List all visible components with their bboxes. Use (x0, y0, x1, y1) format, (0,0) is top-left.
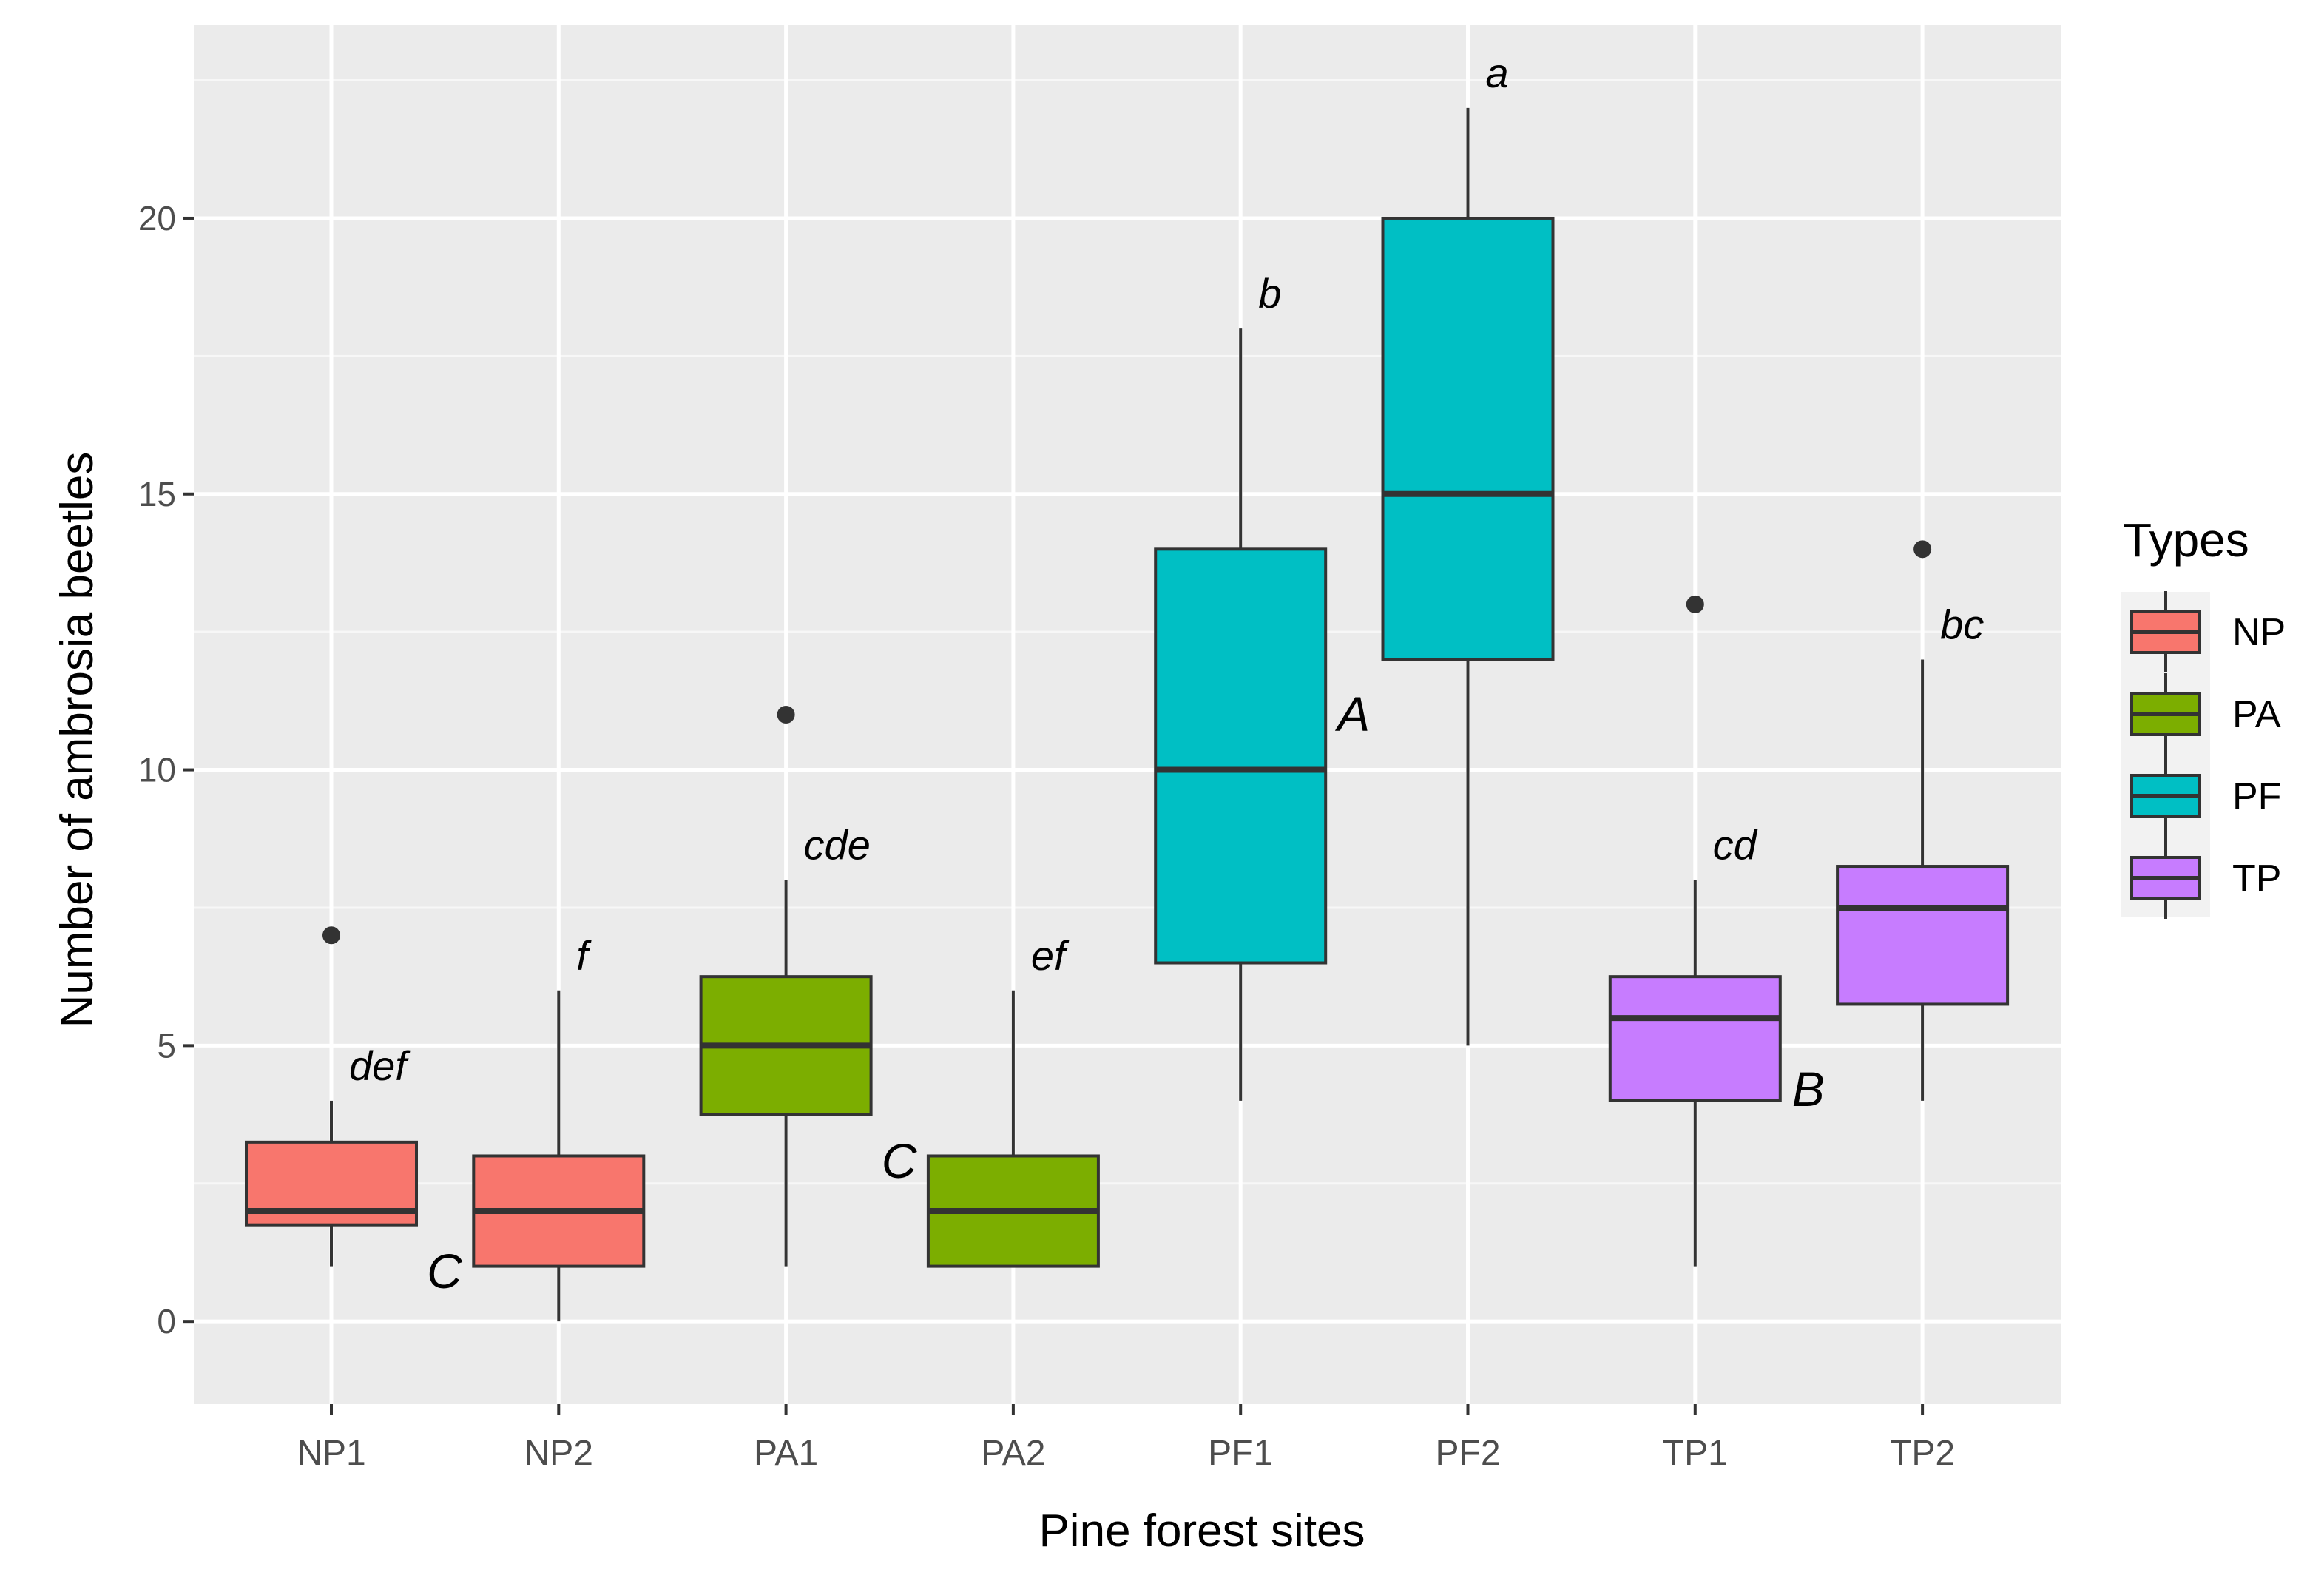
y-tick-label: 5 (157, 1026, 176, 1065)
significance-letter: bc (1940, 601, 1984, 647)
outlier-point (1913, 540, 1932, 559)
group-letter: C (882, 1133, 918, 1188)
group-letter: A (1334, 687, 1370, 741)
box-body (1836, 865, 2010, 1006)
box-np2 (472, 990, 646, 1322)
box-pa1 (699, 706, 873, 1267)
group-letter: B (1792, 1062, 1825, 1116)
box-series (245, 107, 2010, 1322)
significance-letter: ef (1031, 932, 1070, 979)
box-tp1 (1608, 595, 1782, 1267)
legend-label: PF (2232, 775, 2281, 818)
box-pf2 (1381, 107, 1555, 1046)
legend-key-pa (2130, 673, 2201, 755)
box-body (1154, 547, 1328, 965)
legend-key-tp (2130, 837, 2201, 919)
legend-label: NP (2232, 611, 2286, 654)
box-pa2 (926, 990, 1100, 1268)
significance-letter: def (349, 1042, 411, 1089)
group-letter: C (427, 1244, 463, 1298)
box-tp2 (1836, 540, 2010, 1101)
x-tick-label: PA2 (981, 1434, 1045, 1473)
y-tick-label: 0 (157, 1302, 176, 1341)
x-tick-label: PF2 (1435, 1434, 1500, 1473)
x-axis-title: Pine forest sites (1038, 1505, 1365, 1557)
outlier-point (777, 706, 795, 724)
y-axis: 0 5 10 15 20 (138, 199, 194, 1341)
legend-label: PA (2232, 693, 2281, 736)
x-axis: NP1 NP2 PA1 PA2 PF1 PF2 TP1 TP2 (297, 1404, 1955, 1473)
significance-letter: b (1258, 270, 1281, 317)
significance-letter: cd (1713, 822, 1758, 869)
y-tick-label: 10 (138, 751, 176, 789)
legend-label: TP (2232, 857, 2281, 900)
y-tick-label: 20 (138, 199, 176, 237)
y-axis-title: Number of ambrosia beetles (52, 452, 103, 1028)
x-tick-label: PA1 (754, 1434, 818, 1473)
legend-key-pf (2130, 755, 2201, 837)
box-body (1608, 975, 1782, 1102)
x-tick-label: TP1 (1663, 1434, 1728, 1473)
legend-key-np (2130, 591, 2201, 672)
legend-title: Types (2123, 513, 2249, 567)
box-pf1 (1154, 328, 1328, 1101)
box-body (1381, 216, 1555, 661)
outlier-point (322, 926, 340, 945)
significance-letter: a (1486, 50, 1509, 96)
x-tick-label: TP2 (1890, 1434, 1955, 1473)
y-tick-label: 15 (138, 475, 176, 513)
x-tick-label: NP2 (524, 1434, 593, 1473)
legend: Types NP PA PF TP (2121, 513, 2286, 919)
significance-letter: cde (804, 822, 871, 869)
outlier-point (1686, 595, 1704, 613)
x-tick-label: PF1 (1208, 1434, 1273, 1473)
box-np1 (245, 926, 418, 1267)
x-tick-label: NP1 (297, 1434, 365, 1473)
